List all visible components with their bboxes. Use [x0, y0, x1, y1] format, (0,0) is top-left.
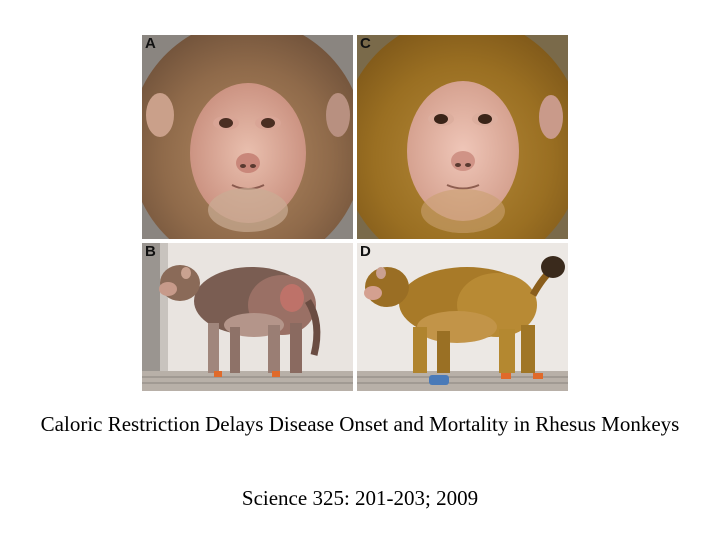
panel-letter-a: A	[145, 35, 156, 52]
figure-citation: Science 325: 201-203; 2009	[241, 486, 479, 510]
monkey-body-d-image	[357, 243, 568, 391]
monkey-body-b-image	[142, 243, 353, 391]
panel-c-face-photo: C	[357, 35, 568, 239]
panel-d-body-photo: D	[357, 243, 568, 391]
panel-b-body-photo: B	[142, 243, 353, 391]
panel-letter-b: B	[145, 243, 156, 260]
monkey-photo-figure: A	[142, 35, 568, 391]
figure-caption-title: Caloric Restriction Delays Disease Onset…	[40, 412, 680, 436]
monkey-face-c-image	[357, 35, 568, 239]
monkey-face-a-image	[142, 35, 353, 239]
panel-letter-c: C	[360, 35, 371, 52]
panel-a-face-photo: A	[142, 35, 353, 239]
panel-letter-d: D	[360, 243, 371, 260]
